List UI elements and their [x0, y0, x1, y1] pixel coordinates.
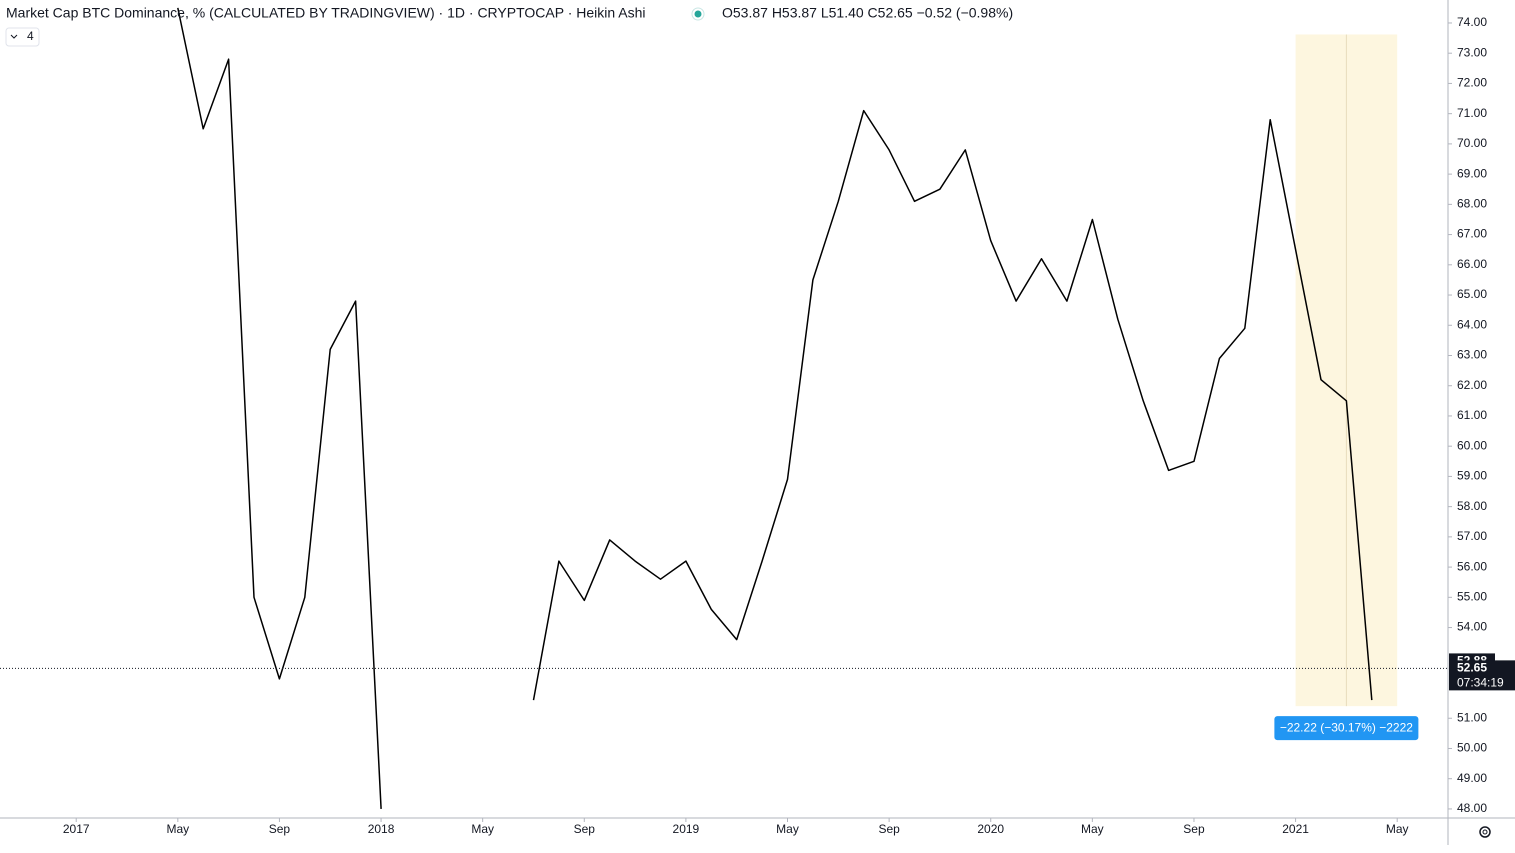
collapse-button[interactable]	[5, 27, 40, 47]
y-tick-label: 49.00	[1457, 771, 1487, 785]
x-tick-label: 2020	[977, 822, 1004, 836]
x-tick-label: 2018	[368, 822, 395, 836]
x-tick-label: Sep	[269, 822, 291, 836]
y-tick-label: 63.00	[1457, 348, 1487, 362]
last-price-label: 52.65	[1457, 661, 1487, 675]
y-tick-label: 71.00	[1457, 106, 1487, 120]
x-tick-label: May	[1386, 822, 1409, 836]
y-tick-label: 61.00	[1457, 408, 1487, 422]
plot-area	[177, 7, 1398, 809]
y-tick-label: 65.00	[1457, 287, 1487, 301]
x-tick-label: 2017	[63, 822, 90, 836]
price-line	[177, 7, 1373, 809]
x-tick-label: May	[1081, 822, 1104, 836]
y-tick-label: 56.00	[1457, 559, 1487, 573]
x-tick-label: Sep	[1183, 822, 1205, 836]
y-tick-label: 66.00	[1457, 257, 1487, 271]
measure-label: −22.22 (−30.17%) −2222	[1280, 720, 1413, 734]
y-tick-label: 69.00	[1457, 166, 1487, 180]
x-tick-label: Sep	[574, 822, 596, 836]
y-tick-label: 62.00	[1457, 378, 1487, 392]
y-tick-label: 55.00	[1457, 589, 1487, 603]
settings-icon[interactable]	[1479, 826, 1491, 838]
y-tick-label: 72.00	[1457, 76, 1487, 90]
x-tick-label: May	[471, 822, 494, 836]
chevron	[10, 34, 18, 39]
y-tick-label: 51.00	[1457, 710, 1487, 724]
x-tick-label: May	[776, 822, 799, 836]
countdown: 07:34:19	[1457, 676, 1504, 690]
y-tick-label: 48.00	[1457, 801, 1487, 815]
y-tick-label: 60.00	[1457, 438, 1487, 452]
last-price-bg	[1449, 660, 1515, 691]
x-tick-label: 2021	[1282, 822, 1309, 836]
x-tick-label: Sep	[878, 822, 900, 836]
measure-box	[1274, 716, 1419, 741]
ohlc: O53.87 H53.87 L51.40 C52.65 −0.52 (−0.98…	[722, 5, 1013, 21]
x-tick-label: 2019	[673, 822, 700, 836]
y-tick-label: 54.00	[1457, 620, 1487, 634]
interval-badge: 4	[27, 29, 34, 43]
y-tick-label: 67.00	[1457, 227, 1487, 241]
status-dot	[694, 10, 702, 18]
y-tick-label: 70.00	[1457, 136, 1487, 150]
y-tick-label: 57.00	[1457, 529, 1487, 543]
y-tick-label: 64.00	[1457, 317, 1487, 331]
y-tick-label: 58.00	[1457, 499, 1487, 513]
y-tick-label: 50.00	[1457, 741, 1487, 755]
chart-title: Market Cap BTC Dominance, % (CALCULATED …	[6, 5, 646, 21]
x-tick-label: May	[166, 822, 189, 836]
y-tick-label: 73.00	[1457, 45, 1487, 59]
y-tick-label: 68.00	[1457, 197, 1487, 211]
y-tick-label: 59.00	[1457, 469, 1487, 483]
y-tick-label: 74.00	[1457, 15, 1487, 29]
